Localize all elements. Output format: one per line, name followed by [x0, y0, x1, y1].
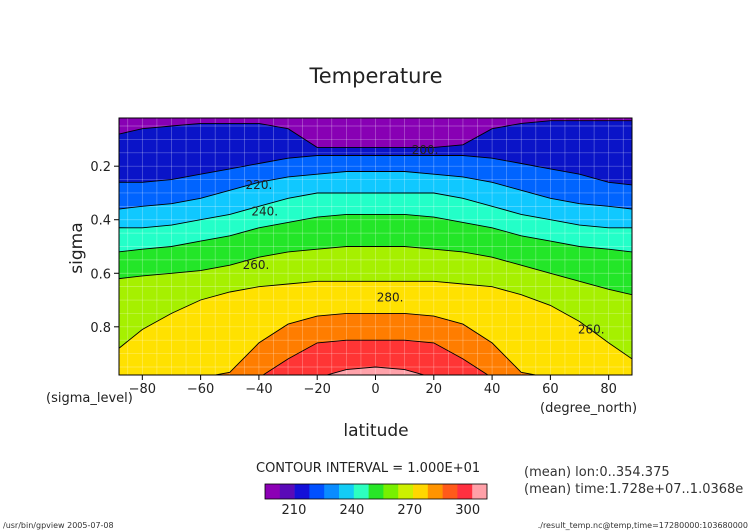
colorbar-cell — [427, 484, 443, 499]
colorbar-cell — [279, 484, 295, 499]
colorbar-cell — [383, 484, 399, 499]
contour-line-6 — [119, 246, 632, 296]
y-axis-ticks: 0.2 0.4 0.6 0.8 — [90, 160, 119, 336]
plot-area: 200. 220. 240. 260. 280. 260. — [119, 118, 632, 375]
colorbar-cell — [398, 484, 414, 499]
contour-label: 280. — [377, 290, 404, 304]
colorbar-cell — [294, 484, 310, 499]
colorbar-tick-label: 270 — [397, 503, 422, 518]
contour-label: 240. — [251, 205, 278, 219]
colorbar-cell — [265, 484, 281, 499]
x-tick-label: −80 — [129, 382, 156, 397]
x-tick-label: 20 — [426, 382, 443, 397]
contour-line-9 — [262, 339, 489, 375]
y-tick-label: 0.2 — [90, 160, 111, 175]
y-tick-label: 0.6 — [90, 267, 111, 282]
chart-title: Temperature — [308, 64, 442, 88]
colorbar-cell — [413, 484, 429, 499]
colorbar-cell — [324, 484, 340, 499]
contour-line-2 — [119, 155, 632, 186]
x-tick-label: 40 — [484, 382, 501, 397]
x-tick-label: −60 — [187, 382, 214, 397]
colorbar-tick-label: 240 — [339, 503, 364, 518]
temperature-bands — [119, 118, 632, 375]
contour-line-7 — [119, 280, 632, 360]
y-tick-label: 0.4 — [90, 214, 111, 229]
colorbar-cell — [442, 484, 458, 499]
x-tick-label: −40 — [245, 382, 272, 397]
band-9 — [263, 340, 488, 375]
colorbar-cell — [457, 484, 473, 499]
x-axis-unit: (degree_north) — [540, 401, 637, 416]
colorbar-frame — [264, 483, 488, 500]
contour-line-4 — [119, 192, 632, 229]
colorbar-cell — [353, 484, 369, 499]
x-tick-label: 60 — [542, 382, 559, 397]
contour-label: 260. — [578, 322, 605, 336]
x-axis-label: latitude — [343, 421, 408, 441]
contour-label: 220. — [246, 178, 273, 192]
contour-line-1 — [119, 120, 632, 148]
contour-label: 200. — [412, 143, 439, 157]
x-tick-label: 0 — [371, 382, 379, 397]
x-axis-ticks: −80 −60 −40 −20 0 20 40 60 80 — [129, 375, 617, 397]
contour-label: 260. — [243, 258, 270, 272]
colorbar-cell — [339, 484, 355, 499]
band-10 — [326, 367, 425, 375]
x-tick-label: −20 — [303, 382, 330, 397]
contour-line-10 — [325, 366, 426, 375]
colorbar-cell — [472, 484, 488, 499]
contour-line-5 — [119, 213, 632, 253]
colorbar — [264, 483, 488, 500]
contour-line-3 — [119, 171, 632, 210]
contour-interval: CONTOUR INTERVAL = 1.000E+01 — [256, 461, 480, 476]
colorbar-tick-label: 300 — [455, 503, 480, 518]
contour-labels: 200. 220. 240. 260. 280. 260. — [243, 143, 605, 336]
colorbar-cell — [368, 484, 384, 499]
footer-right: ./result_temp.nc@temp,time=17280000:1036… — [538, 521, 748, 530]
colorbar-tick-label: 210 — [282, 503, 307, 518]
y-axis-unit: (sigma_level) — [46, 391, 133, 406]
mean-lon-info: (mean) lon:0..354.375 — [524, 465, 670, 480]
footer-left: /usr/bin/gpview 2005-07-08 — [3, 521, 114, 530]
mean-time-info: (mean) time:1.728e+07..1.0368e — [524, 482, 743, 497]
y-axis-label: sigma — [67, 222, 87, 273]
y-tick-label: 0.8 — [90, 321, 111, 336]
contour-lines — [119, 120, 632, 375]
contour-line-8 — [212, 312, 539, 375]
colorbar-ticks: 210 240 270 300 — [282, 503, 481, 518]
x-tick-label: 80 — [600, 382, 617, 397]
colorbar-cell — [309, 484, 325, 499]
